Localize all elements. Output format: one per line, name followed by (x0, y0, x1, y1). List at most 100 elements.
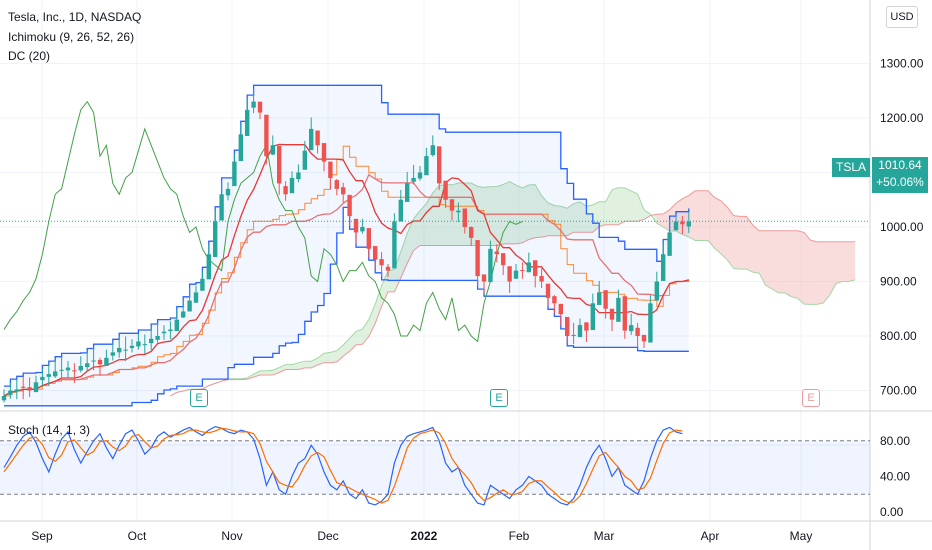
ticker-tag: TSLA (832, 158, 870, 177)
cloud-segment (509, 181, 516, 244)
cloud-segment (624, 188, 632, 222)
candle-body (283, 186, 288, 195)
cloud-segment (528, 184, 536, 240)
candle-body (200, 278, 205, 291)
candle-body (462, 208, 467, 227)
stoch-band (0, 440, 870, 495)
candle-body (654, 281, 659, 301)
candle-body (123, 349, 128, 351)
cloud-segment (592, 201, 600, 233)
cloud-segment (356, 329, 363, 345)
cloud-segment (285, 364, 292, 370)
candle-body (309, 128, 314, 151)
candle-body (667, 232, 672, 256)
cloud-segment (279, 364, 286, 373)
candle-body (437, 146, 442, 184)
earnings-icon[interactable]: E (802, 389, 820, 407)
candle-body (501, 253, 506, 266)
candle-body (59, 369, 64, 371)
candle-body (513, 270, 519, 279)
ichimoku-legend[interactable]: Ichimoku (9, 26, 52, 26) (8, 30, 135, 44)
candle-body (648, 303, 653, 343)
candle-body (219, 194, 224, 221)
cloud-segment (720, 200, 728, 260)
cloud-segment (605, 189, 612, 225)
candle-body (398, 199, 403, 222)
candle-body (315, 130, 320, 146)
cloud-segment (778, 230, 785, 293)
candle-body (302, 150, 307, 170)
candle-body (411, 177, 416, 182)
time-tick-label: Sep (31, 529, 53, 543)
cloud-segment (541, 195, 548, 238)
cloud-segment (496, 184, 504, 246)
cloud-segment (752, 225, 760, 274)
candle-body (296, 172, 301, 180)
lagging-span (3, 100, 523, 343)
currency-button[interactable]: USD (886, 6, 918, 28)
cloud-segment (848, 241, 856, 282)
cloud-segment (317, 353, 324, 365)
cloud-segment (490, 186, 497, 246)
candle-body (14, 389, 19, 392)
candle-body (174, 319, 179, 332)
candle-body (622, 296, 627, 331)
candle-body (213, 221, 218, 257)
candle-body (417, 172, 423, 179)
candle-body (405, 183, 410, 202)
cloud-segment (324, 352, 331, 363)
candle-body (629, 325, 634, 332)
candle-body (117, 347, 122, 353)
candle-body (341, 187, 346, 195)
cloud-segment (599, 201, 606, 227)
donchian-lower (4, 206, 689, 407)
candle-body (110, 352, 115, 356)
candle-body (334, 180, 339, 189)
cloud-segment (682, 195, 689, 237)
candle-body (65, 367, 71, 371)
symbol-legend[interactable]: Tesla, Inc., 1D, NASDAQ (8, 10, 142, 24)
cloud-segment (580, 201, 587, 233)
candle-body (27, 387, 32, 391)
cloud-segment (829, 241, 836, 296)
earnings-icon[interactable]: E (490, 389, 508, 407)
candle-body (424, 156, 429, 176)
conversion-line (3, 143, 689, 397)
candle-body (456, 210, 461, 213)
cloud-segment (637, 194, 644, 222)
candle-body (635, 327, 640, 336)
candle-body (97, 359, 103, 365)
cloud-segment (791, 230, 798, 299)
candle-body (181, 311, 186, 318)
cloud-segment (842, 241, 849, 282)
cloud-segment (394, 251, 401, 292)
donchian-legend[interactable]: DC (20) (8, 49, 51, 63)
cloud-segment (304, 361, 312, 368)
candle-body (449, 199, 455, 211)
base-line (3, 173, 689, 397)
candle-body (520, 270, 525, 272)
price-tick-label: 700.00 (880, 384, 917, 398)
cloud-segment (733, 215, 740, 270)
candle-body (673, 221, 679, 231)
candle-body (430, 145, 435, 156)
candle-body (161, 331, 167, 334)
earnings-icon[interactable]: E (190, 389, 208, 407)
stoch-tick-label: 80.00 (880, 434, 910, 448)
cloud-segment (708, 190, 715, 248)
candle-body (609, 308, 615, 320)
cloud-segment (573, 201, 580, 233)
cloud-segment (797, 230, 804, 305)
candle-body (21, 386, 26, 388)
cloud-segment (266, 370, 273, 375)
last-price-label: 1010.64 +50.06% (872, 157, 928, 193)
time-tick-label: Apr (701, 529, 720, 543)
candle-body (577, 325, 583, 338)
candle-body (225, 188, 231, 196)
cloud-segment (375, 285, 382, 324)
cloud-segment (644, 209, 651, 220)
leading-span-a (170, 181, 856, 397)
stoch-legend[interactable]: Stoch (14, 1, 3) (8, 423, 91, 437)
